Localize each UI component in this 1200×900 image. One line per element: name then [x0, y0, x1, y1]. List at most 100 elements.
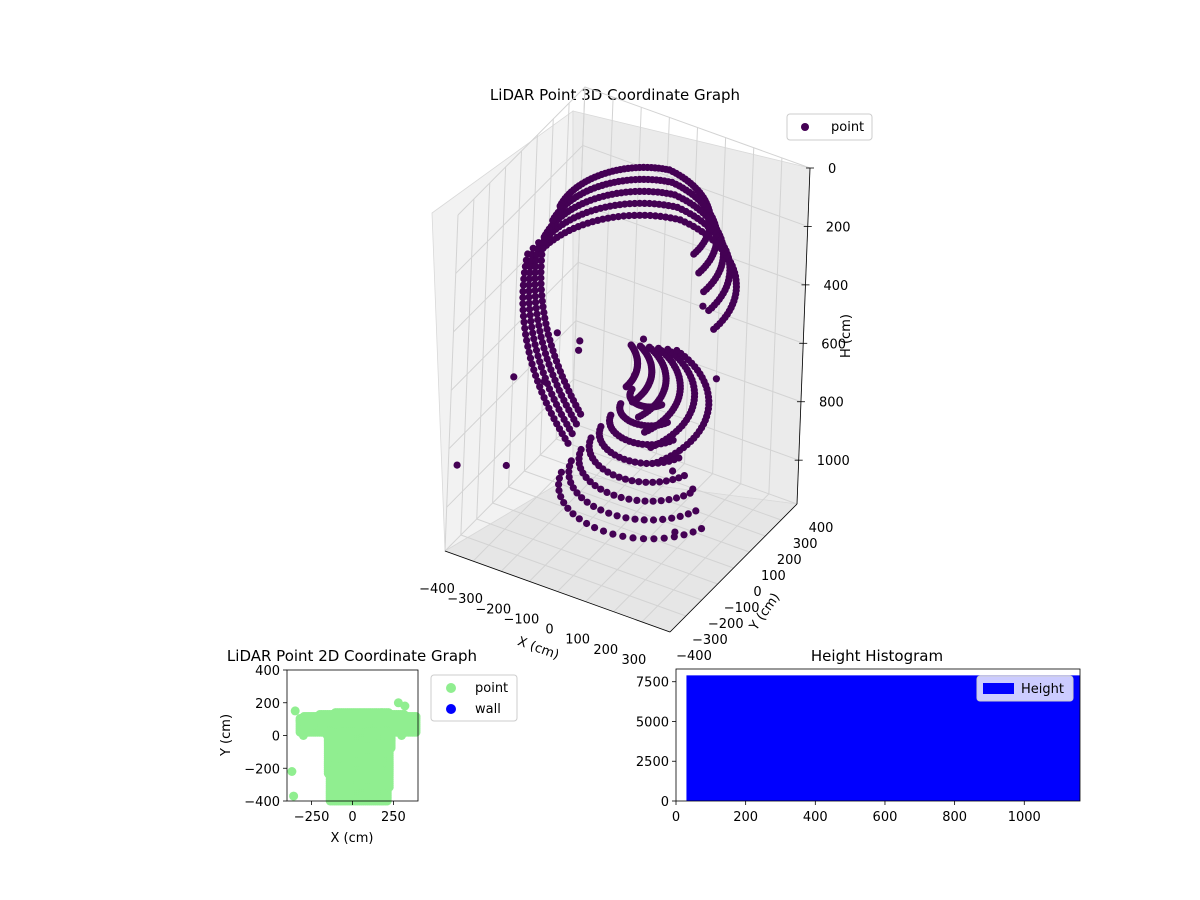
- scatter-point-3d: [625, 495, 633, 503]
- z-tick-labels-3d: 0 200 400 600 800 1000: [794, 162, 851, 469]
- scatter-point-3d: [522, 330, 530, 338]
- scatter-point-3d: [565, 468, 573, 476]
- y-tick-label-3d: −400: [676, 649, 712, 664]
- legend-3d-marker: [801, 123, 809, 131]
- scatter-point-3d: [564, 439, 572, 447]
- scatter-point-3d: [540, 394, 548, 402]
- scatter-point-3d: [520, 275, 528, 283]
- scatter-point-3d: [673, 346, 681, 355]
- scatter-point-3d: [649, 478, 657, 486]
- scatter-point-2d: [408, 713, 418, 722]
- scatter-point-3d: [520, 318, 528, 326]
- scatter-point-3d: [620, 212, 628, 220]
- y-tick-label-histogram: 7500: [636, 676, 669, 691]
- scatter-point-3d: [586, 478, 594, 486]
- scatter-point-3d: [642, 478, 650, 486]
- point-cloud-2d: [287, 698, 421, 806]
- point-cloud-3d: [453, 163, 741, 543]
- scatter-point-3d: [534, 352, 542, 360]
- scatter-point-3d: [538, 245, 547, 253]
- scatter-point-3d: [641, 211, 649, 219]
- scatter-point-3d: [619, 532, 627, 540]
- scatter-point-3d: [541, 314, 549, 322]
- scatter-point-3d: [544, 331, 553, 339]
- scatter-point-3d: [538, 297, 546, 305]
- y-tick-label-3d: 200: [777, 553, 802, 568]
- scatter-point-3d: [599, 527, 608, 535]
- scatter-point-3d: [537, 280, 545, 288]
- scatter-point-3d: [532, 371, 540, 380]
- y-tick-labels-histogram: 0 2500 5000 7500: [636, 676, 676, 810]
- z-tick-label-3d: 800: [819, 396, 844, 411]
- y-tick-label-3d: 400: [809, 521, 834, 536]
- scatter-point-3d: [625, 457, 634, 465]
- x-tick-label-2d: −250: [294, 810, 330, 825]
- scatter-point-3d: [591, 482, 599, 490]
- scatter-point-3d: [525, 293, 533, 301]
- y-axis-line: [669, 503, 798, 633]
- legend-histogram-frame: [976, 675, 1074, 702]
- scatter-point-3d: [530, 366, 538, 374]
- scatter-point-3d: [609, 471, 617, 479]
- scatter-point-3d: [649, 516, 658, 524]
- scatter-point-3d: [527, 317, 535, 325]
- scatter-point-3d: [555, 480, 563, 488]
- scatter-point-3d: [636, 211, 644, 219]
- x-tick-label-3d: 300: [621, 653, 646, 668]
- chart-2d: LiDAR Point 2D Coordinate Graph −250 0 250…: [219, 647, 518, 846]
- scatter-point-3d: [665, 496, 673, 504]
- scatter-point-3d: [531, 286, 539, 295]
- scatter-point-3d: [672, 494, 681, 502]
- scatter-point-3d: [524, 342, 532, 350]
- scatter-point-3d: [502, 461, 510, 470]
- x-tick-label-histogram: 400: [803, 810, 828, 825]
- y-tick-label-histogram: 0: [661, 795, 669, 810]
- legend-2d: point wall: [430, 674, 518, 722]
- scatter-point-3d: [650, 535, 658, 543]
- scatter-point-3d: [532, 257, 540, 265]
- scatter-point-3d: [519, 300, 527, 308]
- scatter-point-3d: [613, 512, 621, 520]
- scatter-point-3d: [684, 510, 692, 518]
- scatter-point-3d: [538, 388, 546, 396]
- scatter-point-3d: [577, 410, 585, 418]
- scatter-point-3d: [537, 256, 546, 265]
- scatter-point-2d: [386, 727, 396, 737]
- scatter-point-3d: [639, 335, 648, 343]
- scatter-point-3d: [583, 519, 591, 528]
- scatter-point-2d: [295, 716, 305, 726]
- scatter-point-3d: [654, 344, 663, 352]
- scatter-point-3d: [583, 498, 591, 506]
- scatter-point-3d: [520, 269, 529, 277]
- scatter-point-3d: [519, 287, 527, 295]
- z-tick-label-3d: 400: [823, 279, 848, 294]
- scatter-point-3d: [660, 534, 668, 542]
- scatter-point-3d: [578, 494, 586, 502]
- z-tick-label-3d: 0: [828, 162, 836, 177]
- x-tick-labels-histogram: 0 200 400 600 800 1000: [672, 801, 1041, 825]
- scatter-point-3d: [628, 477, 636, 485]
- scatter-point-3d: [625, 212, 633, 220]
- scatter-point-3d: [521, 324, 529, 332]
- scatter-point-3d: [543, 355, 551, 363]
- scatter-point-3d: [546, 336, 554, 344]
- x-tick-label-2d: 0: [348, 810, 356, 825]
- scatter-point-3d: [532, 304, 540, 312]
- x-tick-label-3d: 100: [565, 633, 590, 648]
- scatter-point-3d: [538, 291, 546, 299]
- scatter-point-2d: [410, 724, 420, 734]
- scatter-point-3d: [537, 274, 545, 282]
- scatter-point-3d: [635, 478, 643, 486]
- x-tick-label-histogram: 200: [733, 810, 758, 825]
- scatter-point-3d: [633, 496, 641, 504]
- scatter-point-3d: [699, 302, 707, 310]
- scatter-point-2d: [298, 731, 308, 740]
- scatter-point-3d: [610, 491, 618, 499]
- y-tick-label-2d: −200: [244, 762, 280, 777]
- scatter-point-3d: [531, 281, 539, 289]
- scatter-point-3d: [540, 377, 548, 386]
- scatter-point-3d: [523, 336, 531, 344]
- x-tick-labels-2d: −250 0 250: [294, 801, 406, 825]
